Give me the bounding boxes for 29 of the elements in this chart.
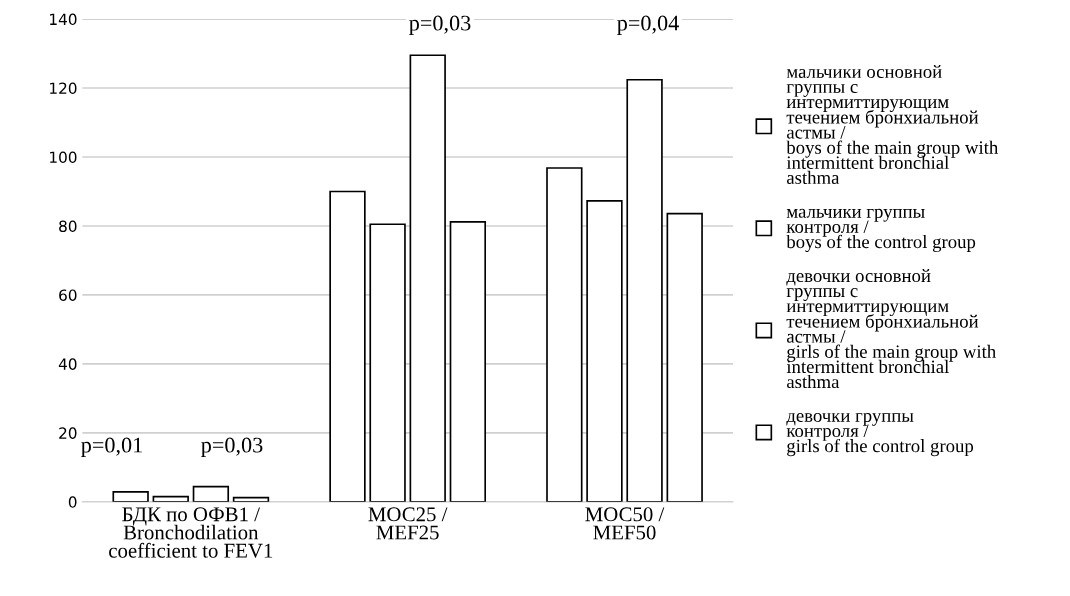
- bar: [329, 190, 366, 502]
- bar: [192, 485, 230, 502]
- x-tick-label: МОС50 / MEF50: [585, 507, 665, 540]
- y-tick-label: 20: [59, 427, 77, 439]
- annotation: p=0,03: [409, 15, 471, 36]
- bar: [666, 212, 703, 502]
- legend-label: мальчики группы контроля / boys of the control group: [786, 208, 976, 253]
- bar: [112, 490, 149, 502]
- y-tick-label: 60: [59, 289, 77, 301]
- legend-label: мальчики основной группы с интермиттирующим течением бронхиальной астмы / boys of the main group with intermittent bronchial asthma: [786, 64, 999, 185]
- annotation: p=0,01: [81, 437, 142, 458]
- bar: [546, 167, 583, 502]
- y-tick-label: 120: [50, 82, 77, 95]
- y-tick-label: 140: [50, 13, 77, 26]
- bar: [626, 78, 663, 502]
- y-tick-label: 40: [58, 358, 77, 370]
- bar: [369, 223, 406, 502]
- bar: [449, 220, 487, 502]
- legend-label: девочки основной группы с интермиттирующим течением бронхиальной астмы / girls of the main group with intermittent bronchial asthma: [786, 269, 996, 389]
- annotation: p=0,04: [617, 15, 679, 36]
- bar: [586, 199, 623, 502]
- y-tick-label: 0: [68, 496, 77, 508]
- x-tick-label: БДК по ОФВ1 / Bronchodilation coefficient to FEV1: [109, 507, 273, 558]
- legend-label: девочки группы контроля / girls of the control group: [786, 412, 974, 457]
- y-tick-label: 100: [50, 151, 77, 164]
- bar: [409, 54, 446, 502]
- y-tick-label: 80: [59, 220, 77, 232]
- x-tick-label: МОС25 / MEF25: [368, 507, 448, 540]
- annotation: p=0,03: [201, 437, 263, 458]
